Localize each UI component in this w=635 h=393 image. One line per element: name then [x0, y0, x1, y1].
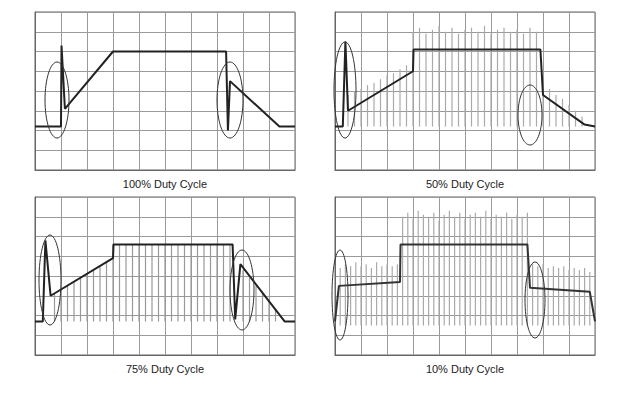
svg-text:100% Duty Cycle: 100% Duty Cycle — [123, 178, 207, 190]
svg-text:10% Duty Cycle: 10% Duty Cycle — [426, 363, 504, 375]
svg-text:75% Duty Cycle: 75% Duty Cycle — [126, 363, 204, 375]
svg-text:50% Duty Cycle: 50% Duty Cycle — [426, 178, 504, 190]
